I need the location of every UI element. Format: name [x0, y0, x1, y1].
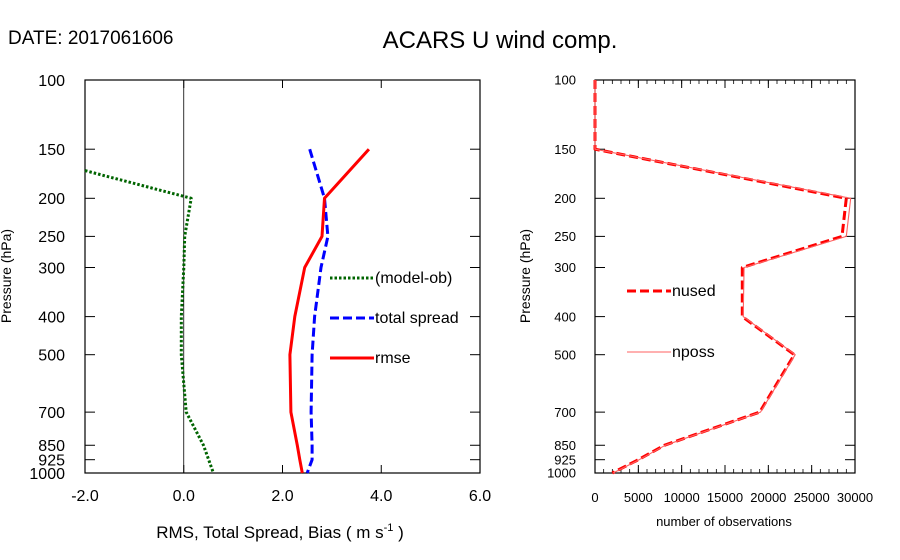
left-legend-label: (model-ob)	[375, 270, 452, 287]
right-xtick-label: 15000	[707, 490, 743, 505]
right-ytick-label: 100	[554, 73, 576, 88]
right-series-line-nused	[593, 80, 848, 475]
left-xtick-label: -2.0	[71, 488, 99, 505]
left-ytick-label: 200	[38, 191, 65, 208]
left-ytick-label: 700	[38, 405, 65, 422]
date-label: DATE: 2017061606	[8, 28, 174, 49]
right-ytick-label: 1000	[547, 466, 576, 481]
right-ytick-label: 400	[554, 309, 576, 324]
left-xlabel: RMS, Total Spread, Bias ( m s-1 )	[156, 522, 404, 542]
left-ytick-label: 100	[38, 73, 65, 90]
right-xtick-label: 30000	[837, 490, 873, 505]
left-legend-label: rmse	[375, 350, 411, 367]
right-xtick-label: 0	[591, 490, 598, 505]
right-ytick-label: 300	[554, 260, 576, 275]
left-xtick-label: 2.0	[271, 488, 293, 505]
left-ytick-label: 250	[38, 229, 65, 246]
right-ytick-label: 150	[554, 142, 576, 157]
right-legend-label: nposs	[672, 344, 715, 361]
left-ytick-label: 300	[38, 260, 65, 277]
chart-title: ACARS U wind comp.	[383, 27, 618, 54]
left-xtick-label: 6.0	[469, 488, 491, 505]
left-legend-label: total spread	[375, 310, 459, 327]
right-ytick-label: 700	[554, 405, 576, 420]
right-ytick-label: 250	[554, 229, 576, 244]
right-ytick-label: 200	[554, 191, 576, 206]
right-series-line-nposs	[594, 80, 852, 474]
right-ytick-label: 925	[554, 452, 576, 467]
left-xtick-label: 4.0	[370, 488, 392, 505]
left-ytick-label: 1000	[29, 466, 65, 483]
left-ylabel: Pressure (hPa)	[0, 229, 14, 323]
left-ytick-label: 925	[38, 452, 65, 469]
left-ytick-label: 850	[38, 438, 65, 455]
right-ylabel: Pressure (hPa)	[517, 229, 533, 323]
right-ytick-label: 850	[554, 438, 576, 453]
right-xlabel: number of observations	[656, 514, 792, 529]
left-series-line-total-spread	[305, 148, 330, 474]
right-frame	[594, 79, 856, 474]
left-xtick-label: 0.0	[173, 488, 195, 505]
right-legend-label: nused	[672, 283, 716, 300]
right-xtick-label: 25000	[794, 490, 830, 505]
left-ytick-label: 150	[38, 142, 65, 159]
right-ytick-label: 500	[554, 347, 576, 362]
left-ytick-label: 500	[38, 347, 65, 364]
right-xtick-label: 10000	[664, 490, 700, 505]
right-xtick-label: 20000	[750, 490, 786, 505]
left-ytick-label: 400	[38, 309, 65, 326]
left-series-line-rmse	[288, 148, 371, 474]
left-series-line-model-ob	[84, 169, 215, 474]
right-xtick-label: 5000	[624, 490, 653, 505]
